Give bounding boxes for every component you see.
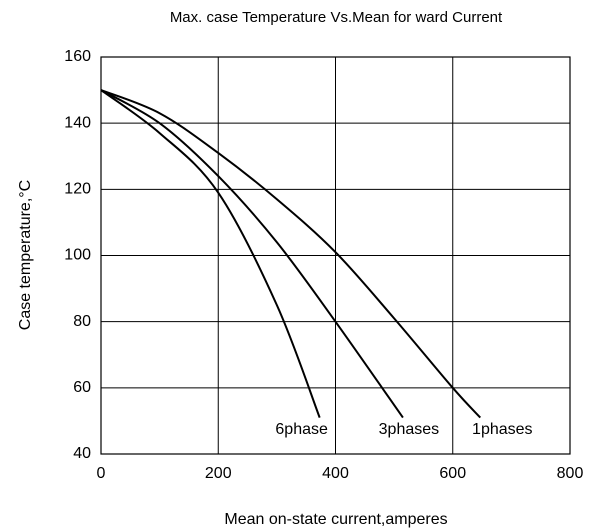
series-label: 3phases xyxy=(379,421,440,438)
chart-title: Max. case Temperature Vs.Mean for ward C… xyxy=(170,9,503,26)
y-tick-label: 40 xyxy=(73,445,91,462)
line-series xyxy=(100,89,404,419)
y-tick-label: 140 xyxy=(64,114,91,131)
x-axis-label: Mean on-state current,amperes xyxy=(224,511,447,528)
x-tick-label: 0 xyxy=(97,465,106,482)
x-tick-label: 400 xyxy=(322,465,349,482)
y-axis-label: Case temperature,°C xyxy=(17,180,34,330)
plot-frame xyxy=(100,56,571,455)
y-tick-label: 160 xyxy=(64,48,91,65)
line-series xyxy=(100,89,482,419)
y-tick-label: 80 xyxy=(73,313,91,330)
y-tick-label: 100 xyxy=(64,247,91,264)
x-tick-label: 600 xyxy=(439,465,466,482)
series-label: 6phase xyxy=(275,421,328,438)
y-tick-label: 60 xyxy=(73,379,91,396)
x-tick-label: 800 xyxy=(557,465,584,482)
x-tick-label: 200 xyxy=(205,465,232,482)
y-tick-label: 120 xyxy=(64,181,91,198)
series-label: 1phases xyxy=(472,421,533,438)
line-series xyxy=(100,89,321,418)
